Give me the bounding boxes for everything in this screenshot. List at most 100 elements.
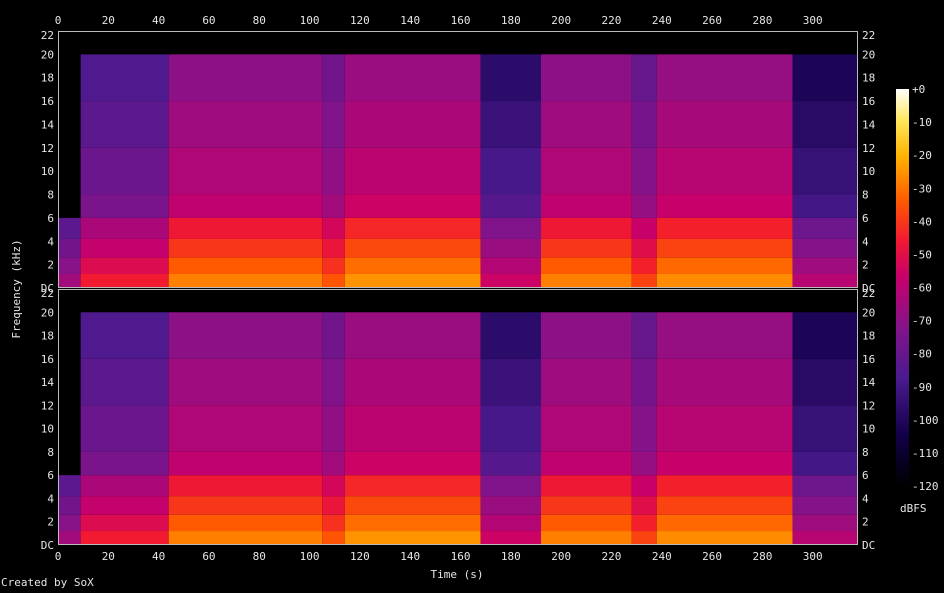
- spectrogram-cell: [58, 217, 81, 239]
- spectrogram-cell: [656, 496, 793, 515]
- spectrogram-cell: [541, 147, 632, 195]
- y-tick-label: 10: [41, 423, 54, 436]
- y-tick-label: 10: [41, 165, 54, 178]
- spectrogram-cell: [58, 514, 81, 532]
- y-tick-label: 16: [41, 353, 54, 366]
- y-tick-label: 14: [41, 376, 55, 389]
- spectrogram-cell: [792, 54, 858, 102]
- spectrogram-cell: [322, 358, 345, 406]
- spectrogram-cell: [344, 475, 481, 497]
- y-tick-label: 18: [41, 330, 54, 343]
- spectrogram-cell: [792, 238, 858, 258]
- spectrogram-cell: [480, 514, 542, 532]
- y-tick-label: 18: [41, 72, 54, 85]
- spectrogram-cell: [631, 217, 657, 239]
- x-tick-label-bottom: 220: [602, 550, 622, 563]
- x-tick-label-bottom: 300: [803, 550, 823, 563]
- y-tick-label-right: 8: [862, 189, 869, 202]
- spectrogram-cell: [656, 514, 793, 532]
- colorbar-label: dBFS: [900, 502, 927, 515]
- spectrogram-cell: [168, 312, 323, 359]
- spectrogram-cell: [80, 194, 169, 218]
- credit-text: Created by SoX: [1, 576, 94, 589]
- x-tick-label-top: 160: [451, 14, 471, 27]
- spectrogram-cell: [631, 238, 657, 258]
- spectrogram-cell: [656, 101, 793, 148]
- spectrogram-cell: [480, 257, 542, 274]
- x-tick-label-bottom: 240: [652, 550, 672, 563]
- colorbar-tick-label: -60: [912, 282, 932, 295]
- spectrogram-cell: [656, 475, 793, 497]
- y-tick-label: 20: [41, 306, 54, 319]
- x-tick-label-bottom: 200: [551, 550, 571, 563]
- spectrogram-cell: [792, 405, 858, 452]
- spectrogram-cell: [656, 147, 793, 195]
- y-tick-label-right: 16: [862, 95, 875, 108]
- y-axis-label: Frequency (kHz): [10, 239, 23, 338]
- spectrogram-cell: [792, 531, 858, 545]
- spectrogram-cell: [344, 496, 481, 515]
- spectrogram-cell: [80, 238, 169, 258]
- spectrogram-cell: [168, 496, 323, 515]
- spectrogram-cell: [480, 54, 542, 102]
- x-tick-label-top: 40: [152, 14, 165, 27]
- spectrogram-cell: [480, 238, 542, 258]
- spectrogram-cell: [541, 358, 632, 406]
- y-tick-label: 4: [47, 235, 54, 248]
- spectrogram-cell: [656, 531, 793, 545]
- y-tick-label-right: 10: [862, 165, 875, 178]
- spectrogram-cell: [168, 101, 323, 148]
- x-tick-label-bottom: 40: [152, 550, 165, 563]
- spectrogram-cell: [322, 496, 345, 515]
- colorbar-tick-label: -100: [912, 414, 939, 427]
- spectrogram-cell: [631, 496, 657, 515]
- spectrogram-cell: [541, 194, 632, 218]
- spectrogram-cell: [322, 194, 345, 218]
- spectrogram-cell: [631, 514, 657, 532]
- x-tick-label-top: 100: [300, 14, 320, 27]
- spectrogram-cell: [168, 475, 323, 497]
- colorbar-tick-label: -20: [912, 149, 932, 162]
- spectrogram-cell: [80, 257, 169, 274]
- spectrogram-cell: [541, 451, 632, 476]
- spectrogram-cell: [480, 451, 542, 476]
- spectrogram-cell: [480, 101, 542, 148]
- x-tick-label-top: 80: [253, 14, 266, 27]
- spectrogram-cell: [344, 194, 481, 218]
- y-tick-label-right: 4: [862, 492, 869, 505]
- spectrogram-cell: [168, 54, 323, 102]
- y-tick-label-right: 4: [862, 235, 869, 248]
- spectrogram-cell: [541, 475, 632, 497]
- spectrogram-cell: [792, 273, 858, 288]
- y-tick-label-right: 22: [862, 29, 875, 42]
- spectrogram-cell: [344, 101, 481, 148]
- spectrogram-cell: [80, 451, 169, 476]
- colorbar-tick-label: -50: [912, 248, 932, 261]
- x-tick-label-top: 260: [702, 14, 722, 27]
- spectrogram-cell: [656, 405, 793, 452]
- colorbar-tick-label: -70: [912, 315, 932, 328]
- panel-frame: [58, 31, 858, 288]
- spectrogram-cell: [344, 405, 481, 452]
- spectrogram-cell: [344, 531, 481, 545]
- y-tick-label: 2: [47, 259, 54, 272]
- spectrogram-cell: [344, 358, 481, 406]
- x-axis-label: Time (s): [431, 568, 484, 581]
- y-tick-label-right: 10: [862, 423, 875, 436]
- colorbar-tick-label: +0: [912, 83, 925, 96]
- spectrogram-cell: [58, 273, 81, 288]
- spectrogram-cell: [480, 312, 542, 359]
- y-tick-label-right: 18: [862, 330, 875, 343]
- spectrogram-cell: [631, 358, 657, 406]
- colorbar-tick-label: -40: [912, 215, 932, 228]
- spectrogram-cell: [80, 312, 169, 359]
- y-tick-label: 14: [41, 118, 55, 131]
- spectrogram-cell: [322, 312, 345, 359]
- spectrogram-cell: [792, 217, 858, 239]
- spectrogram-cell: [656, 451, 793, 476]
- y-tick-label-right: 2: [862, 516, 869, 529]
- spectrogram-cell: [322, 101, 345, 148]
- x-tick-label-top: 60: [202, 14, 215, 27]
- y-tick-label: 6: [47, 469, 54, 482]
- colorbar-gradient: [896, 89, 909, 486]
